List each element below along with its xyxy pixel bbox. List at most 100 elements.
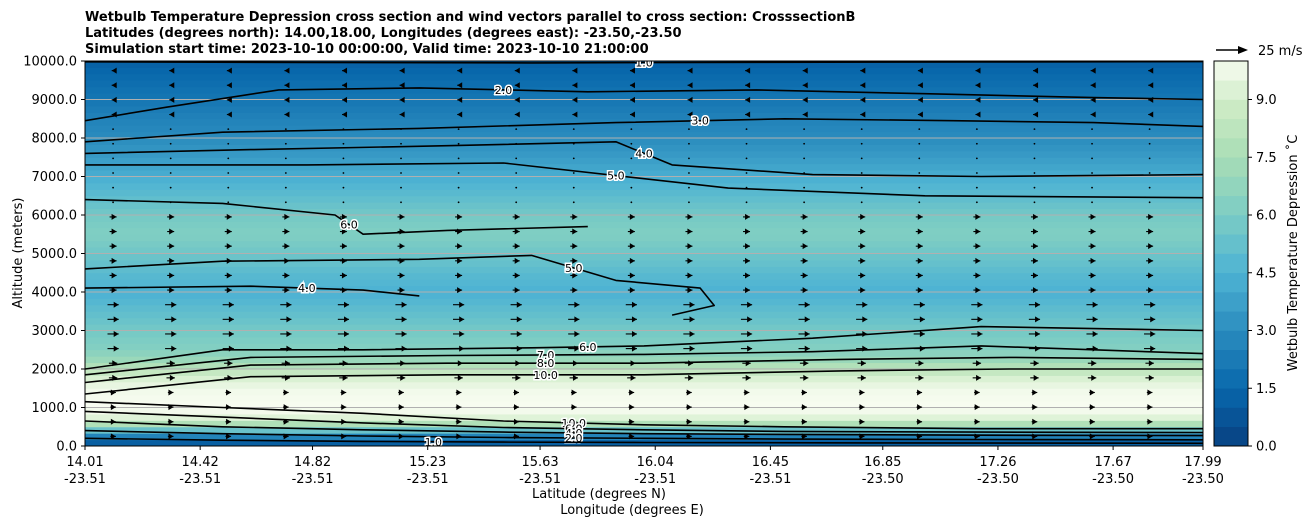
wind-vector — [915, 243, 923, 250]
wind-vector — [1148, 128, 1151, 131]
wind-vector — [339, 243, 347, 250]
colorbar-band — [1214, 426, 1248, 447]
wind-vector — [284, 82, 290, 89]
wind-vector — [971, 345, 983, 352]
wind-vector — [1031, 389, 1038, 396]
wind-vector — [457, 172, 460, 174]
wind-vector — [629, 96, 635, 103]
contour-label: 1.0 — [425, 436, 443, 449]
wind-vector — [284, 128, 287, 131]
colorbar-band — [1214, 349, 1248, 370]
wind-vector — [685, 228, 693, 235]
wind-vector — [973, 243, 981, 250]
wind-vector — [917, 96, 923, 103]
wind-vector — [915, 272, 923, 279]
contour-label: 8.0 — [537, 357, 555, 370]
wind-vector — [457, 96, 463, 103]
colorbar-band — [1214, 79, 1248, 100]
wind-vector — [627, 287, 635, 294]
x-tick-label-lon: -23.51 — [64, 472, 106, 487]
contour-label: 10.0 — [562, 417, 587, 430]
wind-vector — [225, 418, 232, 425]
colorbar-band — [1214, 291, 1248, 312]
wind-vector — [1148, 67, 1154, 74]
filled-band — [85, 61, 1203, 68]
filled-band — [85, 105, 1203, 113]
wind-vector — [167, 257, 175, 264]
filled-band — [85, 246, 1203, 254]
colorbar: 0.0 1.5 3.0 4.5 6.0 7.5 9.0 Wetbulb Temperatur… — [1213, 60, 1301, 455]
wind-vector — [453, 316, 465, 323]
x-tick-label-lon: -23.51 — [749, 472, 791, 487]
wind-vector — [858, 228, 866, 235]
wind-vector — [514, 67, 520, 74]
wind-vector — [1030, 228, 1038, 235]
wind-vector — [1091, 157, 1093, 160]
wind-vector — [685, 243, 693, 250]
wind-vector — [107, 330, 119, 337]
wind-vector — [568, 301, 580, 308]
wind-vector — [860, 186, 863, 189]
filled-band — [85, 265, 1203, 274]
contour-line — [85, 254, 715, 316]
wind-vector — [1030, 243, 1038, 250]
contour-label: 6.0 — [340, 219, 358, 232]
wind-vector — [742, 374, 751, 381]
wind-vector — [745, 67, 751, 74]
wind-vector — [1146, 404, 1153, 411]
wind-vector — [457, 67, 463, 74]
wind-vector — [570, 404, 577, 411]
wind-vector — [745, 172, 748, 174]
wind-vector — [627, 228, 635, 235]
contour-label: 6.0 — [579, 341, 597, 354]
x-tick-label-lat: 14.82 — [294, 455, 331, 470]
wind-vector — [397, 272, 405, 279]
wind-vector — [339, 272, 347, 279]
wind-vector — [630, 157, 633, 160]
x-tick-label-lat: 17.67 — [1095, 455, 1132, 470]
wind-vector — [1033, 67, 1039, 74]
wind-vector — [802, 67, 808, 74]
wind-vector — [283, 389, 289, 396]
filled-band — [85, 169, 1203, 177]
wind-vector — [510, 316, 522, 323]
wind-vector — [973, 213, 981, 220]
filled-band — [85, 387, 1203, 396]
wind-vector — [683, 316, 695, 323]
wind-vector — [975, 172, 978, 174]
x-tick-label-lon: -23.50 — [1182, 472, 1224, 487]
wind-vector — [455, 404, 462, 411]
filled-band — [85, 413, 1203, 421]
wind-vector — [107, 316, 119, 323]
wind-vector — [227, 201, 230, 204]
wind-vector — [627, 213, 635, 220]
wind-vector — [858, 389, 865, 396]
wind-vector — [284, 142, 287, 145]
wind-vector — [342, 201, 345, 204]
wind-vector — [512, 257, 520, 264]
wind-vector — [455, 418, 462, 425]
colorbar-ticks: 0.0 1.5 3.0 4.5 6.0 7.5 9.0 — [1248, 93, 1277, 455]
filled-band — [85, 349, 1203, 357]
wind-vector — [1088, 272, 1096, 279]
wind-vector — [918, 201, 921, 204]
wind-vector — [858, 213, 866, 220]
filled-band — [85, 99, 1203, 107]
wind-vector — [512, 287, 520, 294]
wind-vector — [570, 287, 578, 294]
wind-vector — [167, 389, 174, 396]
wind-vector — [687, 96, 693, 103]
wind-vector — [860, 201, 863, 204]
wind-vector — [799, 360, 809, 367]
wind-vector — [166, 360, 175, 367]
wind-vector — [684, 374, 694, 381]
wind-vector — [284, 96, 290, 103]
wind-vector — [860, 142, 863, 145]
wind-vector — [918, 142, 921, 145]
wind-vector — [227, 128, 230, 131]
x-tick-label-lat: 14.42 — [182, 455, 219, 470]
wind-vector — [745, 128, 748, 131]
x-tick-label-lat: 14.01 — [66, 455, 103, 470]
wind-vector — [1144, 301, 1156, 308]
wind-vector — [1033, 82, 1039, 89]
